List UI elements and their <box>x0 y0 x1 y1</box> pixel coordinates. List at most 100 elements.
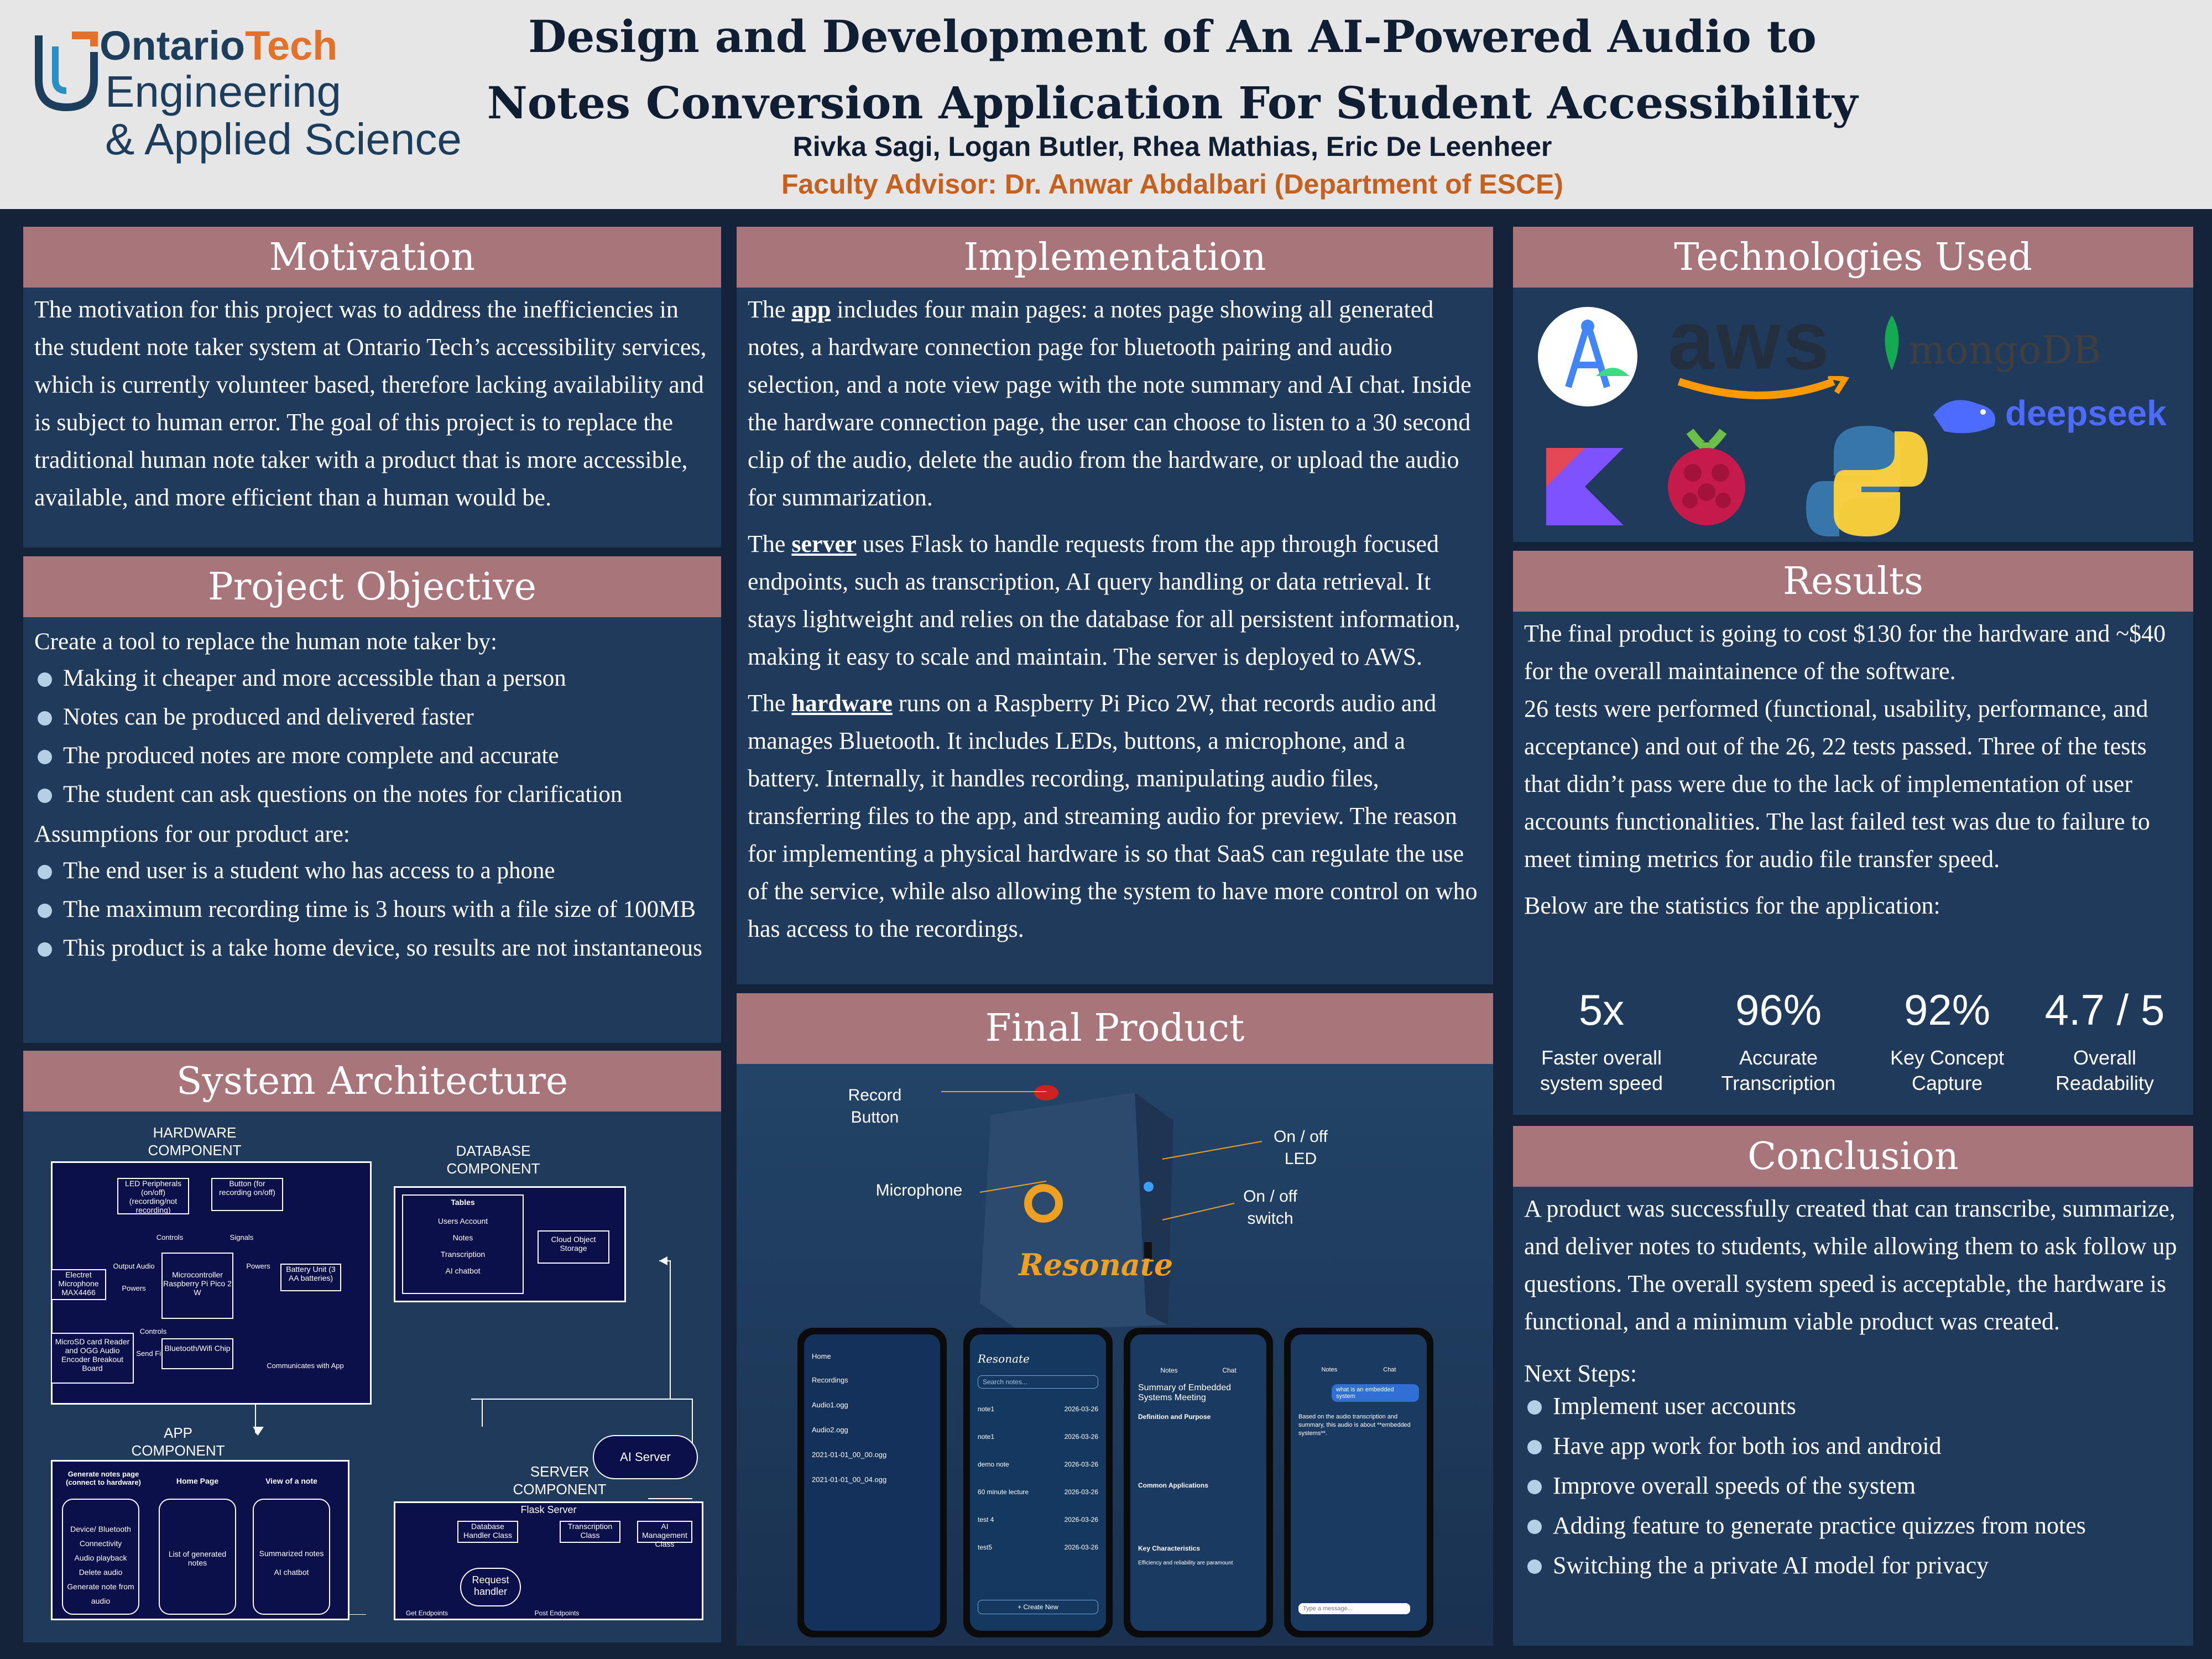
kotlin-icon <box>1546 448 1624 525</box>
notes-search-input[interactable]: Search notes... <box>978 1375 1098 1389</box>
phone-ai-chat: Notes Chat what is an embedded system Bas… <box>1284 1328 1433 1637</box>
phone1-nav[interactable]: Home <box>812 1352 831 1360</box>
mongodb-logo: mongoDB <box>1878 315 2110 382</box>
hw-powers-label: Powers <box>246 1262 270 1270</box>
aws-logo: aws <box>1668 299 1856 409</box>
stat-value: 92% <box>1903 985 1991 1034</box>
srv-trans-box: Transcription Class <box>560 1521 620 1543</box>
technologies-heading: Technologies Used <box>1513 227 2193 288</box>
app-home-box: List of generated notes <box>159 1499 236 1615</box>
stat-value: 4.7 / 5 <box>2044 985 2165 1034</box>
hw-output-label: Output Audio <box>113 1262 155 1270</box>
python-icon <box>1806 426 1928 536</box>
stat-value: 96% <box>1735 985 1822 1034</box>
motivation-panel: Motivation The motivation for this proje… <box>23 227 721 547</box>
results-cost: The final product is going to cost $130 … <box>1524 620 2166 685</box>
next-steps-list: Implement user accounts Have app work fo… <box>1524 1390 2182 1582</box>
next-step-item: Improve overall speeds of the system <box>1524 1470 2182 1502</box>
phone-note-summary: Notes Chat Summary of Embedded Systems Me… <box>1124 1328 1273 1637</box>
app-link: app <box>791 296 831 323</box>
results-panel: Results The final product is going to co… <box>1513 551 2193 1115</box>
tab-notes[interactable]: Notes <box>1321 1366 1338 1373</box>
note-row[interactable]: test 4 2026-03-26 <box>978 1516 1098 1524</box>
hw-controls-label: Controls <box>156 1233 184 1241</box>
goal-item: The produced notes are more complete and… <box>34 740 710 772</box>
next-steps-heading: Next Steps: <box>1524 1360 1637 1387</box>
srv-post-label: Post Endpoints <box>534 1609 580 1617</box>
tab-chat[interactable]: Chat <box>1222 1366 1237 1374</box>
implementation-server-paragraph: The server uses Flask to handle requests… <box>748 530 1461 670</box>
technologies-panel: Technologies Used aws mongoDB deepseek <box>1513 227 2193 542</box>
chat-reply: Based on the audio transcription and sum… <box>1298 1413 1411 1437</box>
summary-last-line: Efficiency and reliability are paramount <box>1138 1560 1233 1566</box>
note-row[interactable]: note1 2026-03-26 <box>978 1433 1098 1441</box>
database-title: DATABASE COMPONENT <box>446 1142 540 1177</box>
hw-bt-box: Bluetooth/Wifi Chip <box>161 1338 233 1369</box>
hw-mcu-box: Microcontroller Raspberry Pi Pico 2 W <box>161 1253 233 1319</box>
note-row[interactable]: note1 2026-03-26 <box>978 1405 1098 1413</box>
recording-row[interactable]: 2021-01-01_00_00.ogg <box>812 1451 887 1459</box>
note-row[interactable]: 60 minute lecture 2026-03-26 <box>978 1488 1098 1496</box>
implementation-heading: Implementation <box>737 227 1493 288</box>
stat-label: Overall Readability <box>2055 1046 2154 1094</box>
objective-heading: Project Objective <box>23 556 721 617</box>
recording-row[interactable]: 2021-01-01_00_04.ogg <box>812 1475 887 1484</box>
summary-section: Key Characteristics <box>1138 1545 1201 1552</box>
objective-intro: Create a tool to replace the human note … <box>34 629 497 655</box>
server-link: server <box>791 530 857 557</box>
ontariotech-shield-icon <box>35 32 98 112</box>
tab-notes[interactable]: Notes <box>1160 1366 1178 1374</box>
flask-label: Flask Server <box>520 1504 577 1515</box>
recording-row[interactable]: Audio2.ogg <box>812 1426 848 1434</box>
stat-label: Faster overall system speed <box>1540 1046 1663 1094</box>
hw-button-box: Button (for recording on/off) <box>211 1178 283 1211</box>
stat-value: 5x <box>1578 985 1625 1034</box>
goal-item: Notes can be produced and delivered fast… <box>34 701 710 733</box>
summary-title: Summary of Embedded Systems Meeting <box>1138 1383 1232 1402</box>
results-tests: 26 tests were performed (functional, usa… <box>1524 695 2150 873</box>
app-gen-box: Device/ Bluetooth Connectivity Audio pla… <box>62 1499 139 1615</box>
app-view-box: Summarized notes AI chatbot <box>253 1499 330 1615</box>
results-heading: Results <box>1513 551 2193 612</box>
goal-item: The student can ask questions on the not… <box>34 779 710 811</box>
architecture-diagram: HARDWARE COMPONENT LED Peripherals (on/o… <box>29 1117 714 1620</box>
next-step-item: Switching the a private AI model for pri… <box>1524 1550 2182 1582</box>
assumptions-list: The end user is a student who has access… <box>34 855 710 964</box>
tab-chat[interactable]: Chat <box>1383 1366 1396 1373</box>
create-new-button[interactable]: + Create New <box>978 1600 1098 1614</box>
logo-line3: & Applied Science <box>105 114 462 164</box>
stat-speed: 5x Faster overall system speed <box>1519 982 1684 1096</box>
android-studio-icon <box>1538 307 1637 406</box>
final-product-heading: Final Product <box>737 993 1493 1064</box>
chat-input[interactable]: Type a message... <box>1298 1603 1410 1614</box>
objective-goals: Making it cheaper and more accessible th… <box>34 662 710 811</box>
goal-item: Making it cheaper and more accessible th… <box>34 662 710 695</box>
hw-comm-label: Communicates with App <box>267 1361 344 1370</box>
srv-db-box: Database Handler Class <box>457 1521 518 1543</box>
db-table-item: Transcription <box>440 1250 486 1259</box>
label-microphone: Microphone <box>875 1181 963 1199</box>
db-table-item: Users Account <box>437 1217 488 1225</box>
stats-row: 5x Faster overall system speed 96% Accur… <box>1513 982 2193 1126</box>
hardware-title: HARDWARE COMPONENT <box>148 1124 242 1159</box>
motivation-heading: Motivation <box>23 227 721 288</box>
ai-server-cloud: AI Server <box>593 1435 698 1479</box>
architecture-panel: System Architecture HARDWARE <box>23 1051 721 1642</box>
product-callout-lines <box>941 1091 1262 1220</box>
summary-section: Definition and Purpose <box>1138 1413 1211 1421</box>
hardware-link: hardware <box>791 690 893 717</box>
note-row[interactable]: test5 2026-03-26 <box>978 1543 1098 1551</box>
stat-label: Accurate Transcription <box>1721 1046 1836 1094</box>
db-cloud-box: Cloud Object Storage <box>538 1230 609 1264</box>
db-tables-title: Tables <box>451 1198 475 1207</box>
note-row[interactable]: demo note 2026-03-26 <box>978 1460 1098 1468</box>
conclusion-heading: Conclusion <box>1513 1126 2193 1187</box>
assumptions-intro: Assumptions for our product are: <box>34 821 350 847</box>
recording-row[interactable]: Audio1.ogg <box>812 1401 848 1409</box>
label-record-button: Record Button <box>848 1086 902 1126</box>
technologies-logos: aws mongoDB deepseek <box>1524 293 2182 536</box>
db-table-item: AI chatbot <box>445 1266 481 1275</box>
label-switch: On / off switch <box>1243 1187 1297 1228</box>
implementation-app-paragraph: The app includes four main pages: a note… <box>748 296 1472 511</box>
app-gen-title: Generate notes page (connect to hardware… <box>66 1470 141 1486</box>
